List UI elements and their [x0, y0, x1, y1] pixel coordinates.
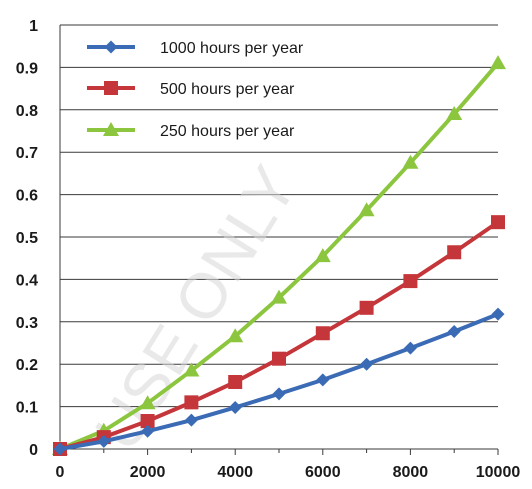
legend-marker	[103, 122, 119, 136]
data-point	[360, 357, 374, 371]
legend-entry: 1000 hours per year	[87, 40, 304, 57]
y-tick-label: 0.2	[16, 357, 38, 374]
data-point	[315, 326, 330, 341]
data-point	[272, 351, 286, 366]
y-tick-label: 0.8	[16, 103, 38, 120]
x-tick-label: 4000	[217, 464, 253, 481]
watermark-text: USE ONLY	[81, 154, 311, 463]
data-point	[314, 248, 331, 263]
legend-label: 500 hours per year	[160, 81, 295, 98]
watermark: USE ONLY	[81, 154, 311, 463]
y-tick-label: 0	[29, 442, 38, 459]
data-point	[140, 414, 155, 429]
grid	[60, 24, 498, 450]
data-point	[183, 362, 200, 377]
legend-entry: 250 hours per year	[87, 122, 295, 140]
axes: 0 0.1 0.2 0.3 0.4 0.5 0.6 0.7 0.8 0.9 1 0 2000 4000 60…	[16, 18, 521, 481]
legend-label: 1000 hours per year	[160, 40, 304, 57]
data-point	[403, 341, 417, 355]
y-tick-label: 0.6	[16, 188, 38, 205]
y-tick-label: 1	[29, 18, 38, 35]
y-tick-label: 0.5	[16, 230, 38, 247]
x-tick-label: 10000	[476, 464, 521, 481]
data-point	[403, 274, 418, 289]
data-point	[358, 202, 375, 217]
data-point	[446, 106, 463, 121]
data-point	[491, 307, 505, 321]
y-tick-label: 0.9	[16, 60, 38, 77]
data-point	[228, 400, 242, 414]
series-1	[53, 307, 505, 456]
legend-marker	[104, 81, 118, 95]
data-point	[402, 154, 419, 169]
x-tick-label: 8000	[393, 464, 429, 481]
y-tick-label: 0.7	[16, 145, 38, 162]
y-tick-label: 0.3	[16, 315, 38, 332]
data-point	[447, 245, 462, 260]
data-point	[271, 289, 287, 304]
x-tick-label: 2000	[130, 464, 166, 481]
data-point	[141, 424, 155, 438]
y-tick-label: 0.4	[16, 272, 38, 289]
data-point	[184, 413, 198, 427]
legend: 1000 hours per year 500 hours per year 250…	[87, 40, 304, 140]
data-point	[139, 395, 156, 410]
legend-entry: 500 hours per year	[87, 81, 295, 98]
data-point	[447, 325, 461, 339]
data-point	[227, 328, 244, 343]
data-point	[491, 215, 505, 230]
series-2	[53, 215, 505, 456]
data-point	[272, 387, 286, 401]
legend-marker	[104, 40, 118, 54]
y-tick-label: 0.1	[16, 400, 38, 417]
x-tick-label: 6000	[305, 464, 341, 481]
series-3	[52, 55, 506, 455]
legend-label: 250 hours per year	[160, 123, 295, 140]
data-point	[490, 55, 506, 70]
data-point	[316, 373, 330, 387]
data-point	[97, 434, 111, 448]
data-point	[228, 375, 243, 390]
data-point	[184, 395, 199, 410]
series	[52, 55, 506, 456]
data-point	[53, 442, 67, 456]
x-tick-label: 0	[56, 464, 65, 481]
data-point	[359, 300, 374, 315]
